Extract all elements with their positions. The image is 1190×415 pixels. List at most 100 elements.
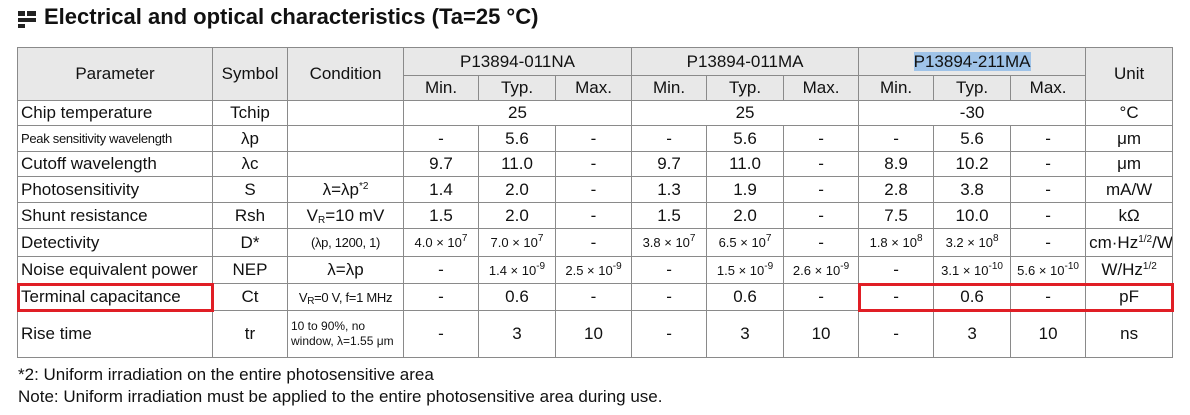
unit-cell: °C — [1085, 100, 1174, 126]
text-run: 3.2 × 10 — [945, 235, 993, 250]
value-cell: - — [403, 125, 479, 152]
value-cell: 8.9 — [858, 151, 935, 177]
text-run: λ=λp — [322, 179, 359, 199]
symbol-cell: S — [212, 176, 288, 203]
footnote: Note: Uniform irradiation must be applie… — [18, 387, 663, 406]
value-cell: 3.1 × 10-10 — [933, 256, 1012, 284]
header-cell: Condition — [287, 47, 404, 101]
value-cell: - — [403, 310, 479, 358]
unit-cell: mA/W — [1085, 176, 1174, 203]
header-cell: Typ. — [933, 75, 1012, 101]
data-row: Detectivity D* (λp, 1200, 1) 4.0 × 107 7.0 ×… — [17, 228, 1174, 257]
value-cell: 9.7 — [403, 151, 479, 177]
group-name: P13894-011MA — [686, 51, 804, 71]
parameter-cell: Photosensitivity — [17, 176, 213, 203]
title-icon — [18, 11, 36, 28]
superscript: -9 — [764, 260, 774, 272]
value-cell: - — [858, 310, 935, 358]
value-cell: - — [1010, 202, 1087, 229]
superscript: -10 — [988, 260, 1003, 272]
value-cell: 2.6 × 10-9 — [783, 256, 860, 284]
condition-cell: VR=0 V, f=1 MHz — [287, 283, 404, 311]
value-cell: - — [631, 256, 708, 284]
data-row: Shunt resistance Rsh VR=10 mV 1.5 2.0-1.5 2.0… — [17, 202, 1174, 229]
text-run: 5.6 × 10 — [1017, 262, 1065, 278]
superscript: -9 — [612, 260, 622, 272]
value-cell: - — [631, 125, 708, 152]
value-cell: - — [403, 283, 479, 311]
value-cell: 25 — [631, 100, 860, 126]
value-cell: - — [1010, 125, 1087, 152]
text-run: =10 mV — [325, 205, 385, 225]
data-row: Noise equivalent power NEP λ=λp -1.4 × 10-9… — [17, 256, 1174, 284]
value-cell: 3.8 — [933, 176, 1012, 203]
value-cell: 1.4 — [403, 176, 479, 203]
condition-cell — [287, 151, 404, 177]
text-run: 2.6 × 10 — [792, 262, 841, 278]
value-cell: - — [631, 283, 708, 311]
value-cell: 10.0 — [933, 202, 1012, 229]
superscript: 8 — [992, 233, 999, 244]
value-cell: 9.7 — [631, 151, 708, 177]
parameter-cell: Noise equivalent power — [17, 256, 213, 284]
header-cell: Max. — [1010, 75, 1087, 101]
text-run: 1.4 × 10 — [488, 262, 537, 278]
text-run: 2.5 × 10 — [565, 262, 613, 278]
value-cell: - — [554, 228, 633, 257]
value-cell: 1.8 × 108 — [858, 228, 935, 257]
text-run: cm·Hz — [1089, 232, 1139, 252]
superscript: 7 — [461, 233, 468, 244]
section-title: Electrical and optical characteristics (… — [44, 4, 539, 29]
condition-cell — [287, 125, 404, 152]
value-cell: - — [858, 125, 935, 152]
text-run: 6.5 × 10 — [718, 235, 766, 250]
highlight-box — [16, 282, 214, 312]
value-cell: - — [783, 202, 860, 229]
condition-cell: λ=λp*2 — [287, 176, 404, 203]
text-run: 3.8 × 10 — [642, 235, 690, 250]
text-run: /W — [1152, 232, 1173, 252]
data-row: Terminal capacitance Ct VR=0 V, f=1 MHz -0.… — [17, 283, 1174, 311]
value-cell: 5.6 × 10-10 — [1010, 256, 1087, 284]
value-cell: 25 — [402, 100, 633, 126]
value-cell: 2.0 — [478, 176, 556, 203]
value-cell: 10 — [1010, 310, 1087, 358]
superscript: 1/2 — [1138, 233, 1153, 245]
value-cell: - — [554, 202, 633, 229]
superscript: -9 — [536, 260, 546, 272]
symbol-cell: tr — [212, 310, 288, 358]
value-cell: - — [783, 283, 860, 311]
value-cell: - — [554, 283, 633, 311]
parameter-cell: Cutoff wavelength — [17, 151, 213, 177]
value-cell: - — [783, 125, 860, 152]
value-cell: - — [1010, 228, 1087, 257]
value-cell: 0.6 — [478, 283, 556, 311]
parameter-cell: Peak sensitivity wavelength — [17, 125, 213, 152]
value-cell: 2.8 — [858, 176, 935, 203]
condition-cell: (λp, 1200, 1) — [287, 228, 404, 257]
value-cell: 11.0 — [706, 151, 785, 177]
text-run: 1.5 × 10 — [716, 262, 765, 278]
header-row: Min. Typ. Max. Min. Typ. Max. Min. Typ. Max. — [18, 75, 1173, 101]
value-cell: - — [554, 176, 633, 203]
unit-cell: W/Hz1/2 — [1085, 256, 1174, 284]
header-cell: Symbol — [212, 47, 288, 101]
subscript: R — [318, 214, 326, 226]
symbol-cell: λc — [212, 151, 288, 177]
value-cell: - — [1010, 176, 1087, 203]
superscript: 7 — [689, 233, 696, 244]
value-cell: 10 — [554, 310, 633, 358]
superscript: -10 — [1064, 260, 1079, 272]
symbol-cell: Ct — [212, 283, 288, 311]
value-cell: 5.6 — [706, 125, 785, 152]
data-row: Cutoff wavelength λc 9.7 11.0-9.7 11.0-8.9 10… — [17, 151, 1174, 177]
superscript: 1/2 — [1142, 261, 1157, 272]
text-run: 3.1 × 10 — [941, 262, 989, 278]
group-header: P13894-011MA — [631, 47, 860, 76]
header-cell: Typ. — [478, 75, 556, 101]
header-cell: Max. — [783, 75, 860, 101]
condition-cell: λ=λp — [287, 256, 404, 284]
header-cell: Unit — [1085, 47, 1174, 101]
unit-cell: cm·Hz1/2/W — [1085, 228, 1174, 257]
